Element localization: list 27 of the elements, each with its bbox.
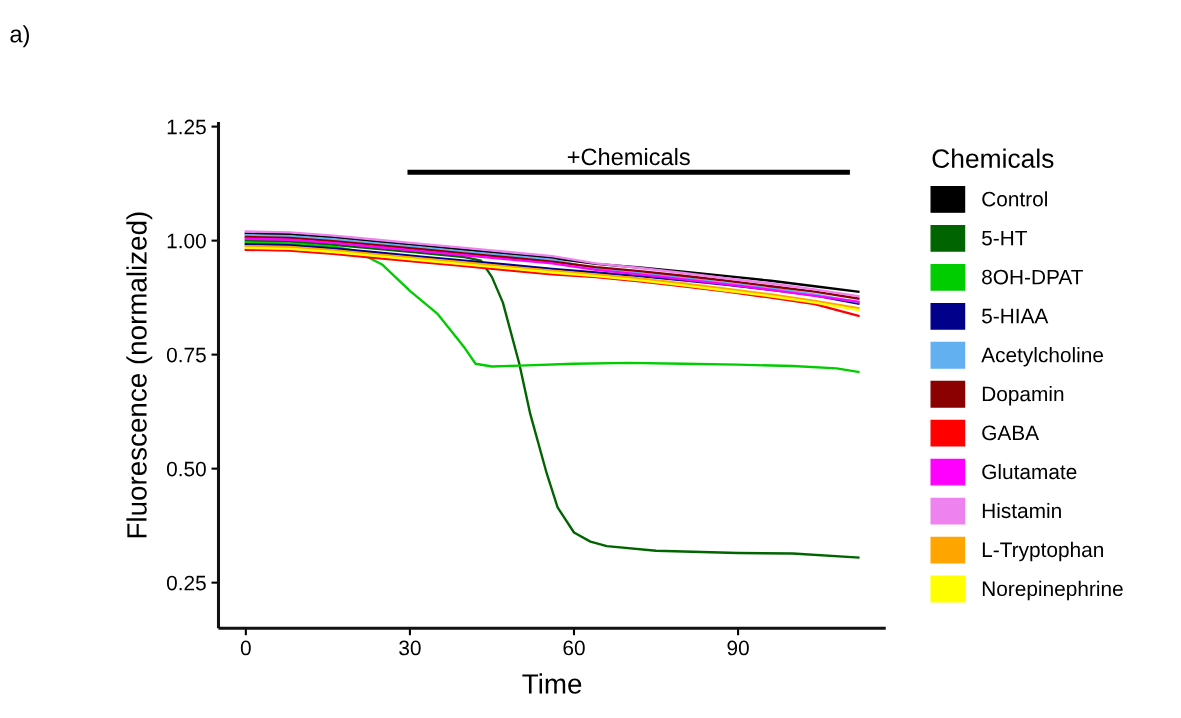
y-tick-label: 1.00 [167,233,206,249]
x-tick-label: 0 [240,640,251,656]
legend-label: Histamin [982,502,1061,519]
legend-label: 8OH-DPAT [982,269,1083,285]
y-tick-label: 0.25 [166,575,206,591]
x-tick-label: 30 [399,640,421,656]
legend-label: Dopamin [982,386,1064,406]
legend-label: Acetylcholine [981,347,1104,367]
legend-label: 5-HIAA [982,308,1049,324]
legend-label: Glutamate [982,463,1077,480]
x-tick-label: 90 [727,640,749,656]
legend-title: Chemicals [932,148,1054,168]
x-tick-label: 60 [563,640,585,656]
x-axis-title: Time [522,673,582,694]
text: a) [10,25,29,48]
y-tick-label: 0.50 [166,461,206,477]
line-series [244,239,860,559]
y-tick-label: 0.75 [166,347,206,363]
legend-label: 5-HT [982,230,1028,246]
legend-label: Control [982,191,1047,207]
y-tick-label: 1.25 [167,119,206,135]
legend-label: GABA [982,425,1040,441]
legend-label: L-Tryptophan [982,541,1103,562]
line-series [244,241,860,374]
y-axis-title: Fluorescence (normalized) [126,212,153,538]
annotation: +Chemicals [567,147,690,166]
legend-label: Norepinephrine [982,580,1123,601]
